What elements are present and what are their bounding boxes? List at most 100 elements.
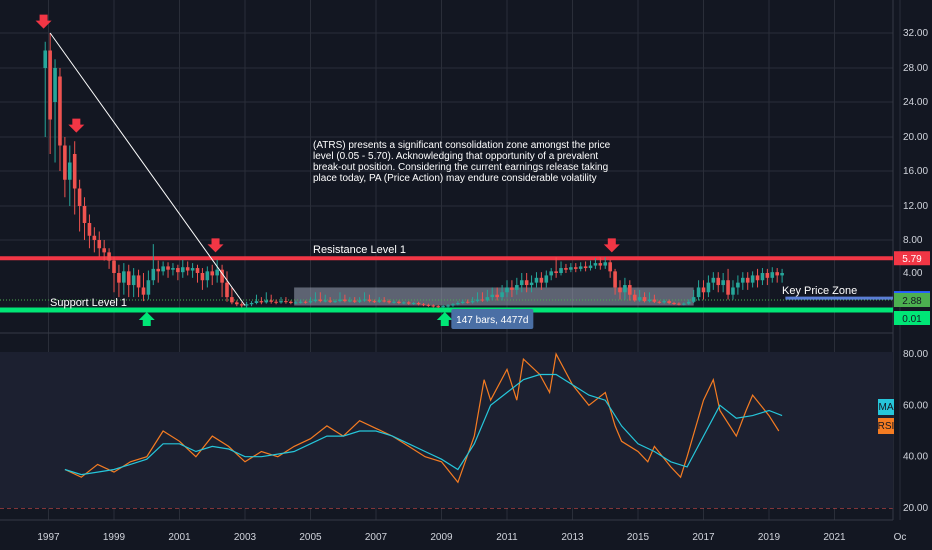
candle-body bbox=[348, 300, 352, 302]
candle-body bbox=[505, 287, 509, 293]
candle-body bbox=[760, 273, 765, 281]
candle-body bbox=[721, 280, 725, 286]
price-tick-label: 32.00 bbox=[903, 28, 928, 39]
time-tick-label: 2021 bbox=[823, 532, 846, 543]
candle-body bbox=[244, 304, 249, 306]
candle-body bbox=[637, 297, 642, 301]
candle-body bbox=[475, 299, 480, 302]
candle-body bbox=[765, 273, 770, 278]
candle-body bbox=[289, 301, 293, 304]
red-down-arrow bbox=[207, 238, 224, 253]
candle-body bbox=[578, 266, 583, 269]
price-tick-label: 28.00 bbox=[903, 63, 928, 74]
candle-body bbox=[254, 301, 259, 304]
candle-body bbox=[701, 287, 706, 293]
candle-body bbox=[215, 269, 219, 276]
candle-body bbox=[524, 280, 529, 286]
time-tick-label: 2005 bbox=[299, 532, 322, 543]
candle-body bbox=[318, 299, 323, 302]
candle-body bbox=[519, 280, 524, 286]
candle-body bbox=[171, 268, 175, 270]
candle-body bbox=[397, 301, 401, 304]
candle-body bbox=[495, 294, 499, 298]
candle-body bbox=[441, 306, 445, 308]
candle-body bbox=[141, 287, 146, 295]
candle-body bbox=[583, 266, 588, 269]
candle-body bbox=[554, 271, 558, 273]
candle-body bbox=[623, 285, 627, 293]
annotation-line: place today, PA (Price Action) may endur… bbox=[313, 173, 597, 184]
time-tick-label: Oc bbox=[894, 532, 907, 543]
candle-body bbox=[107, 252, 111, 261]
candle-body bbox=[338, 299, 342, 302]
candle-body bbox=[131, 275, 136, 286]
candle-body bbox=[43, 50, 48, 68]
candle-body bbox=[387, 301, 391, 303]
candle-body bbox=[151, 268, 156, 281]
candle-body bbox=[92, 235, 97, 240]
time-tick-label: 2015 bbox=[627, 532, 650, 543]
candle-body bbox=[652, 299, 657, 302]
candle-body bbox=[618, 287, 622, 293]
candle-body bbox=[264, 300, 269, 303]
candle-body bbox=[436, 306, 441, 308]
candle-body bbox=[146, 280, 151, 295]
time-tick-label: 2017 bbox=[692, 532, 715, 543]
price-tick-label: 20.00 bbox=[903, 132, 928, 143]
level-labels: Resistance Level 1 Support Level 1 Key Pri… bbox=[50, 244, 857, 329]
candle-body bbox=[460, 301, 465, 304]
candle-body bbox=[343, 299, 347, 302]
candle-body bbox=[711, 277, 716, 283]
candle-body bbox=[82, 206, 87, 223]
candle-body bbox=[500, 292, 504, 298]
candle-body bbox=[539, 277, 544, 283]
time-tick-label: 1999 bbox=[103, 532, 126, 543]
candle-body bbox=[446, 305, 450, 307]
arrow-markers bbox=[35, 14, 620, 326]
annotation-text: (ATRS) presents a significant consolidat… bbox=[313, 140, 611, 184]
candle-body bbox=[161, 266, 165, 272]
time-tick-label: 2001 bbox=[168, 532, 191, 543]
candle-body bbox=[352, 300, 357, 302]
candle-body bbox=[677, 303, 681, 305]
candle-body bbox=[470, 301, 475, 303]
candle-body bbox=[136, 275, 141, 288]
trendline[interactable] bbox=[49, 32, 246, 306]
red-down-arrow bbox=[35, 14, 52, 29]
candle-body bbox=[750, 275, 755, 283]
candle-body bbox=[402, 302, 406, 304]
candle-body bbox=[367, 299, 372, 302]
rsi-axis[interactable]: 80.00 60.00 40.00 20.00 bbox=[903, 349, 928, 514]
candle-body bbox=[185, 267, 190, 271]
candle-body bbox=[328, 300, 332, 302]
candle-body bbox=[716, 277, 721, 286]
price-tick-label: 8.00 bbox=[903, 235, 923, 246]
candle-body bbox=[529, 282, 534, 286]
candle-body bbox=[480, 299, 485, 301]
measure-label: 147 bars, 4477d bbox=[456, 315, 528, 326]
candle-body bbox=[657, 301, 662, 303]
rsi-tick-label: 60.00 bbox=[903, 400, 928, 411]
candle-body bbox=[77, 188, 82, 206]
candle-body bbox=[205, 271, 210, 281]
candle-body bbox=[308, 301, 313, 303]
candle-body bbox=[451, 304, 455, 306]
candle-body bbox=[465, 301, 470, 303]
time-tick-label: 1997 bbox=[37, 532, 60, 543]
candle-body bbox=[593, 263, 598, 266]
candle-body bbox=[406, 302, 411, 304]
candle-body bbox=[613, 271, 617, 288]
measure-label-box bbox=[451, 309, 534, 329]
time-tick-label: 2007 bbox=[365, 532, 388, 543]
time-axis[interactable]: 1997 1999 2001 2003 2005 2007 2009 2011 2013 2015… bbox=[37, 532, 906, 543]
candle-body bbox=[210, 271, 215, 276]
price-axis[interactable]: 32.00 28.00 24.00 20.00 16.00 12.00 8.00 4.00 bbox=[903, 28, 928, 279]
candle-body bbox=[156, 268, 161, 272]
candle-body bbox=[58, 76, 62, 146]
dotted-level-badge: 2.88 bbox=[902, 296, 922, 307]
candle-body bbox=[682, 303, 686, 305]
support-badge: 0.01 bbox=[902, 314, 922, 325]
candle-body bbox=[426, 304, 431, 306]
